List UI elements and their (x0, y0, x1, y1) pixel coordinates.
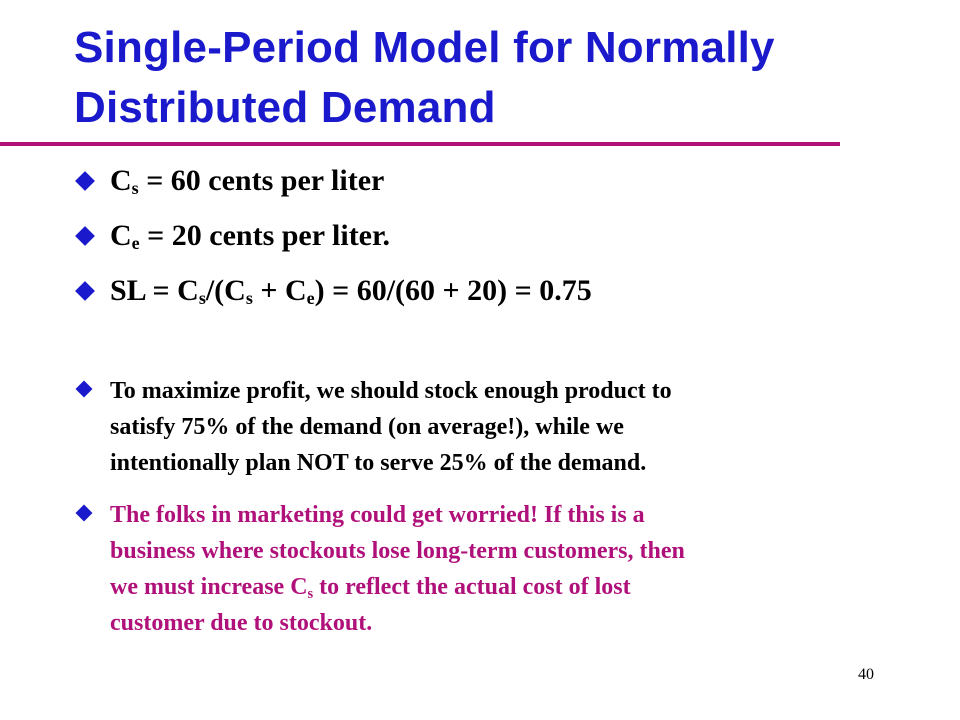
bullet-text: The folks in marketing could get worried… (110, 502, 685, 636)
title-divider (0, 142, 840, 146)
bullet-text: SL = Cs/(Cs + Ce) = 60/(60 + 20) = 0.75 (110, 274, 592, 308)
diamond-bullet-icon (75, 504, 93, 522)
diamond-bullet-icon (75, 281, 95, 301)
diamond-bullet-icon (75, 171, 95, 191)
diamond-bullet-icon (75, 226, 95, 246)
bullet-text: To maximize profit, we should stock enou… (110, 378, 672, 476)
bullet-text: Cs = 60 cents per liter (110, 164, 385, 198)
diamond-bullet-icon (75, 380, 93, 398)
slide-title-line-1: Single-Period Model for Normally (74, 23, 775, 72)
slide-title-line-2: Distributed Demand (74, 83, 496, 132)
page-number: 40 (858, 666, 874, 683)
slide-title: Single-Period Model for Normally Distrib… (74, 18, 914, 138)
bullet-text: Ce = 20 cents per liter. (110, 219, 391, 253)
